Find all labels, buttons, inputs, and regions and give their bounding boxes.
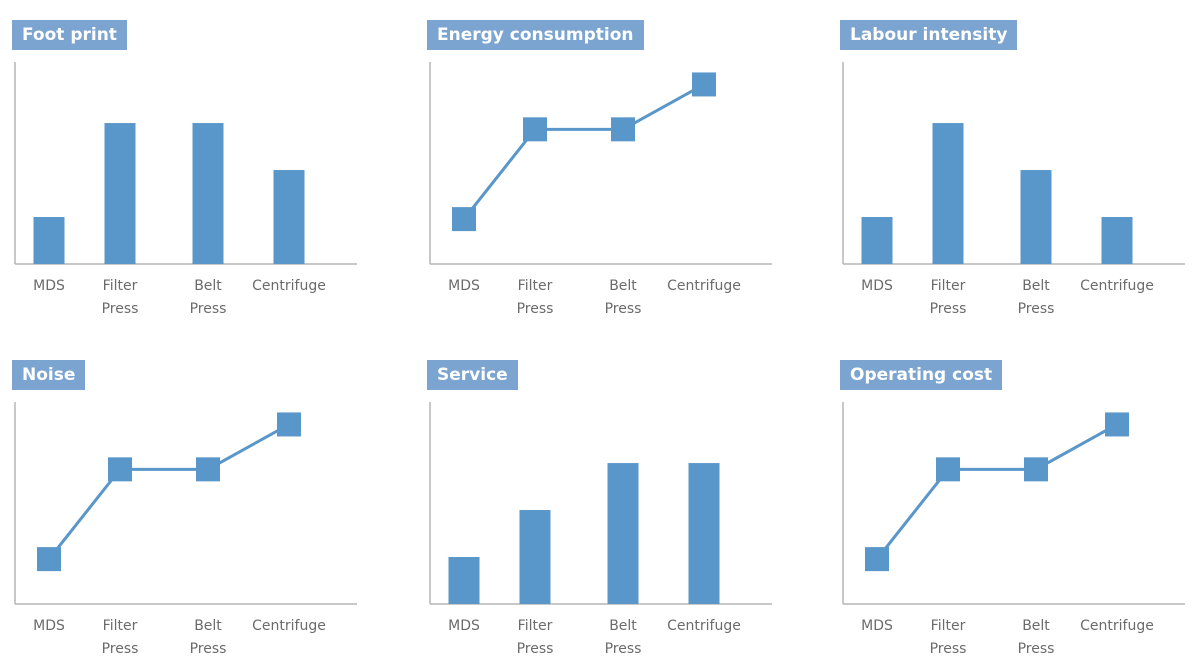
data-point [108, 457, 132, 482]
series-line [462, 83, 705, 221]
x-tick-label: Filter Press [517, 278, 554, 317]
x-tick-label: Belt Press [1018, 278, 1055, 317]
data-point [452, 207, 476, 232]
x-tick-label: MDS [448, 278, 480, 294]
bar [519, 510, 551, 604]
chart-title: Noise [12, 360, 86, 390]
data-point [277, 412, 301, 437]
data-point [865, 547, 889, 572]
chart-panel-energy-consumption: MDS Filter Press Belt Press Centrifuge Energy… [427, 20, 777, 320]
x-tick-label: Belt Press [190, 278, 227, 317]
chart-title: Service [427, 360, 518, 390]
chart-plot: MDS Filter Press Belt Press Centrifuge [14, 402, 357, 657]
x-tick-label: MDS [448, 618, 480, 634]
x-tick-label: Filter Press [102, 618, 139, 657]
bar [33, 217, 65, 264]
data-point [37, 547, 61, 572]
bar [448, 557, 480, 604]
chart-plot: MDS Filter Press Belt Press Centrifuge [842, 402, 1185, 657]
data-point [196, 457, 220, 482]
bar [104, 123, 136, 265]
bar [688, 463, 720, 604]
bar [861, 217, 893, 264]
x-tick-label: Filter Press [930, 278, 967, 317]
bar [1020, 170, 1052, 264]
chart-title: Energy consumption [427, 20, 644, 50]
bar [192, 123, 224, 265]
chart-panel-service: MDS Filter Press Belt Press Centrifuge Servic… [427, 360, 777, 660]
x-tick-label: Centrifuge [252, 278, 326, 294]
chart-panel-operating-cost: MDS Filter Press Belt Press Centrifuge Operat… [840, 360, 1190, 660]
x-tick-label: Centrifuge [1080, 618, 1154, 634]
chart-plot: MDS Filter Press Belt Press Centrifuge [842, 62, 1185, 317]
x-tick-label: Filter Press [517, 618, 554, 657]
data-point [1024, 457, 1048, 482]
x-tick-label: Centrifuge [252, 618, 326, 634]
chart-title: Labour intensity [840, 20, 1018, 50]
chart-panel-foot-print: MDS Filter Press Belt Press Centrifuge Foot p… [12, 20, 362, 320]
x-tick-label: Belt Press [605, 278, 642, 317]
x-tick-label: Centrifuge [667, 618, 741, 634]
x-tick-label: MDS [33, 278, 65, 294]
chart-title: Operating cost [840, 360, 1003, 390]
data-point [523, 117, 547, 142]
bar [1101, 217, 1133, 264]
x-tick-label: MDS [861, 618, 893, 634]
data-point [936, 457, 960, 482]
series-line [875, 423, 1118, 561]
data-point [1105, 412, 1129, 437]
series-line [47, 423, 290, 561]
x-tick-label: Centrifuge [1080, 278, 1154, 294]
chart-plot: MDS Filter Press Belt Press Centrifuge [429, 402, 772, 657]
bar [273, 170, 305, 264]
data-point [692, 72, 716, 97]
chart-title: Foot print [12, 20, 127, 50]
x-tick-label: Belt Press [190, 618, 227, 657]
bar [932, 123, 964, 265]
x-tick-label: Belt Press [1018, 618, 1055, 657]
chart-panel-noise: MDS Filter Press Belt Press Centrifuge Noise [12, 360, 362, 660]
x-tick-label: MDS [861, 278, 893, 294]
bar [607, 463, 639, 604]
x-tick-label: Filter Press [930, 618, 967, 657]
x-tick-label: Belt Press [605, 618, 642, 657]
data-point [611, 117, 635, 142]
x-tick-label: Centrifuge [667, 278, 741, 294]
chart-plot: MDS Filter Press Belt Press Centrifuge [429, 62, 772, 317]
x-tick-label: Filter Press [102, 278, 139, 317]
chart-panel-labour-intensity: MDS Filter Press Belt Press Centrifuge Labour… [840, 20, 1190, 320]
x-tick-label: MDS [33, 618, 65, 634]
chart-plot: MDS Filter Press Belt Press Centrifuge [14, 62, 357, 317]
